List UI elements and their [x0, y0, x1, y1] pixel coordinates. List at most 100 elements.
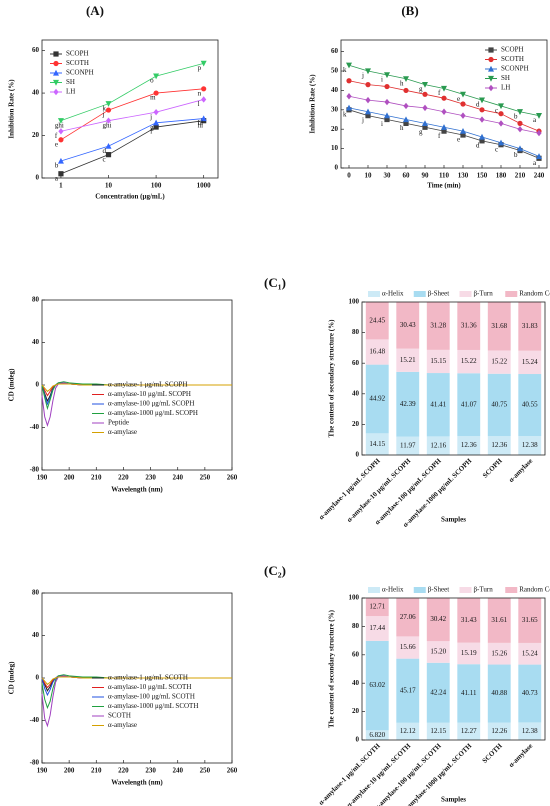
x-tick-label: SCOTH: [481, 742, 504, 765]
bar-segment: [457, 349, 481, 374]
value-label: 17.44: [369, 624, 385, 632]
value-label: 16.48: [369, 348, 385, 356]
bar-segment: [457, 598, 481, 643]
x-tick-label: 1000: [197, 182, 212, 190]
point-marker: [200, 60, 207, 67]
point-marker: [58, 171, 64, 177]
bar-segment: [487, 373, 511, 437]
x-tick-label: 250: [200, 767, 211, 775]
y-tick-label: 20: [352, 420, 360, 428]
series-line: [60, 120, 204, 175]
x-tick-label: 260: [227, 474, 238, 482]
value-label: 12.71: [369, 603, 385, 611]
point-label: e: [457, 136, 460, 144]
x-tick-label: 220: [118, 474, 129, 482]
point-label: h: [400, 124, 404, 132]
point-marker: [498, 120, 504, 127]
point-label: f: [438, 89, 441, 97]
y-tick-label: 40: [331, 86, 339, 94]
x-tick-label: 210: [91, 767, 102, 775]
point-label: g: [150, 123, 154, 131]
value-label: 41.41: [430, 400, 446, 408]
y-tick-label: 0: [356, 451, 360, 459]
point-marker: [200, 115, 207, 122]
point-marker: [346, 78, 352, 84]
x-axis-label: Concentration (μg/mL): [95, 193, 165, 201]
point-marker: [517, 109, 523, 115]
point-marker: [153, 108, 159, 116]
bar-segment: [426, 722, 450, 740]
bar-segment: [518, 642, 542, 665]
legend-marker: [53, 60, 59, 67]
y-tick-label: 80: [352, 328, 360, 336]
bar-segment: [457, 642, 481, 665]
bar-segment: [426, 302, 450, 350]
bar-segment: [487, 301, 511, 351]
point-marker: [403, 102, 409, 110]
x-tick-label: 240: [534, 172, 545, 180]
bar-segment: [396, 371, 420, 437]
legend-label: β-Sheet: [428, 586, 449, 594]
x-tick-label: 230: [145, 474, 156, 482]
plot-frame: [41, 39, 219, 179]
value-label: 6.820: [369, 731, 385, 739]
point-marker: [517, 126, 523, 133]
y-tick-label: 40: [352, 389, 360, 397]
bar-segment: [457, 436, 481, 455]
series-line: [41, 383, 232, 393]
x-tick-label: 180: [496, 172, 507, 180]
point-label: l: [198, 100, 200, 108]
point-label: ghi: [55, 121, 64, 129]
legend-label: SCONPH: [501, 65, 529, 73]
bar-segment: [426, 349, 450, 374]
point-label: m: [150, 94, 156, 102]
bar-segment: [396, 302, 420, 349]
value-label: 31.61: [491, 616, 507, 624]
value-label: 63.02: [369, 681, 385, 689]
value-label: 15.20: [430, 648, 446, 656]
point-label: h: [400, 79, 404, 87]
x-tick-label: 10: [105, 182, 113, 190]
legend-marker: [53, 69, 59, 76]
bar-segment: [487, 597, 511, 643]
y-tick-label: 20: [331, 125, 339, 133]
x-tick-label: 10: [365, 172, 373, 180]
legend-label: α-amylase-100 μg/mL SCOPH: [108, 400, 195, 408]
point-marker: [57, 118, 64, 124]
y-tick-label: 100: [349, 298, 360, 306]
legend-swatch: [459, 291, 472, 297]
point-label: k: [343, 110, 347, 118]
value-label: 12.36: [461, 441, 477, 449]
x-tick-label: 30: [384, 172, 392, 180]
legend-label: α-Helix: [382, 290, 404, 298]
legend-label: α-amylase-1000 μg/mL SCOPH: [108, 409, 198, 417]
point-marker: [422, 82, 428, 88]
y-tick-label: 40: [32, 338, 40, 346]
point-marker: [153, 124, 159, 130]
point-label: i: [381, 120, 383, 128]
value-label: 40.75: [491, 401, 507, 409]
point-label: d: [476, 141, 480, 149]
y-tick-label: 20: [352, 707, 360, 715]
series-line: [41, 676, 232, 686]
legend-swatch: [368, 291, 380, 297]
value-label: 15.24: [522, 649, 538, 657]
value-label: 24.45: [369, 316, 385, 324]
legend-swatch: [459, 587, 472, 593]
value-label: 15.19: [461, 649, 477, 657]
legend-marker: [488, 47, 494, 53]
bar-segment: [365, 598, 389, 617]
value-label: 31.28: [430, 322, 446, 330]
legend-label: SH: [66, 78, 75, 86]
x-tick-label: 240: [172, 474, 183, 482]
x-tick-label: 90: [422, 172, 430, 180]
bar-segment: [396, 636, 420, 659]
point-label: k: [343, 66, 347, 74]
point-marker: [498, 139, 504, 146]
bar-segment: [396, 348, 420, 372]
series-line: [348, 109, 540, 159]
legend-label: β-Sheet: [428, 290, 449, 298]
legend-marker: [488, 84, 494, 92]
legend-label: SCOPH: [501, 46, 524, 54]
